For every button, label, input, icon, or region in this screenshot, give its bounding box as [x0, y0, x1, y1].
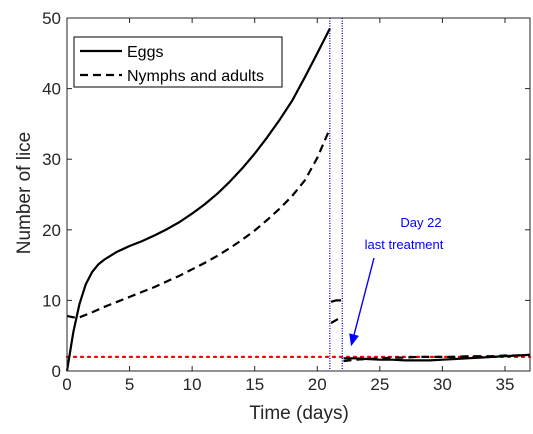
y-tick-label-30: 30 [42, 150, 61, 169]
series-line-nymphs-and-adults-segment-2 [330, 316, 342, 324]
x-tick-label-30: 30 [433, 375, 452, 394]
y-tick-label-20: 20 [42, 221, 61, 240]
series-line-nymphs-and-adults-segment-1 [66, 128, 331, 319]
series-line-nymphs-and-adults-segment-3 [343, 353, 531, 363]
y-tick-label-50: 50 [42, 9, 61, 28]
annotation: Day 22 last treatment [365, 215, 444, 252]
series-line-eggs-segment-1 [65, 28, 331, 372]
x-tick-label-25: 25 [370, 375, 389, 394]
plot-area: 0 5 10 15 20 25 30 35 0 10 20 30 40 50 [42, 9, 532, 394]
annotation-line-2: last treatment [365, 237, 444, 252]
legend-label-nymphs-adults: Nymphs and adults [127, 68, 264, 85]
y-tick-label-0: 0 [52, 362, 61, 381]
annotation-line-1: Day 22 [400, 215, 441, 230]
legend: Eggs Nymphs and adults [73, 36, 283, 88]
x-tick-label-20: 20 [308, 375, 327, 394]
x-tick-label-10: 10 [183, 375, 202, 394]
series-line-eggs-segment-2 [330, 299, 341, 303]
x-axis-title: Time (days) [249, 403, 349, 424]
legend-box [73, 36, 283, 88]
annotation-arrow-line [353, 257, 375, 335]
axes-box [66, 17, 531, 372]
legend-label-eggs: Eggs [127, 44, 163, 61]
x-tick-label-35: 35 [496, 375, 515, 394]
x-tick-label-15: 15 [245, 375, 264, 394]
y-tick-label-10: 10 [42, 291, 61, 310]
annotation-arrow-head [349, 333, 359, 347]
x-tick-label-5: 5 [125, 375, 134, 394]
y-axis-title: Number of lice [14, 132, 35, 255]
x-tick-label-0: 0 [62, 375, 71, 394]
y-tick-label-40: 40 [42, 80, 61, 99]
